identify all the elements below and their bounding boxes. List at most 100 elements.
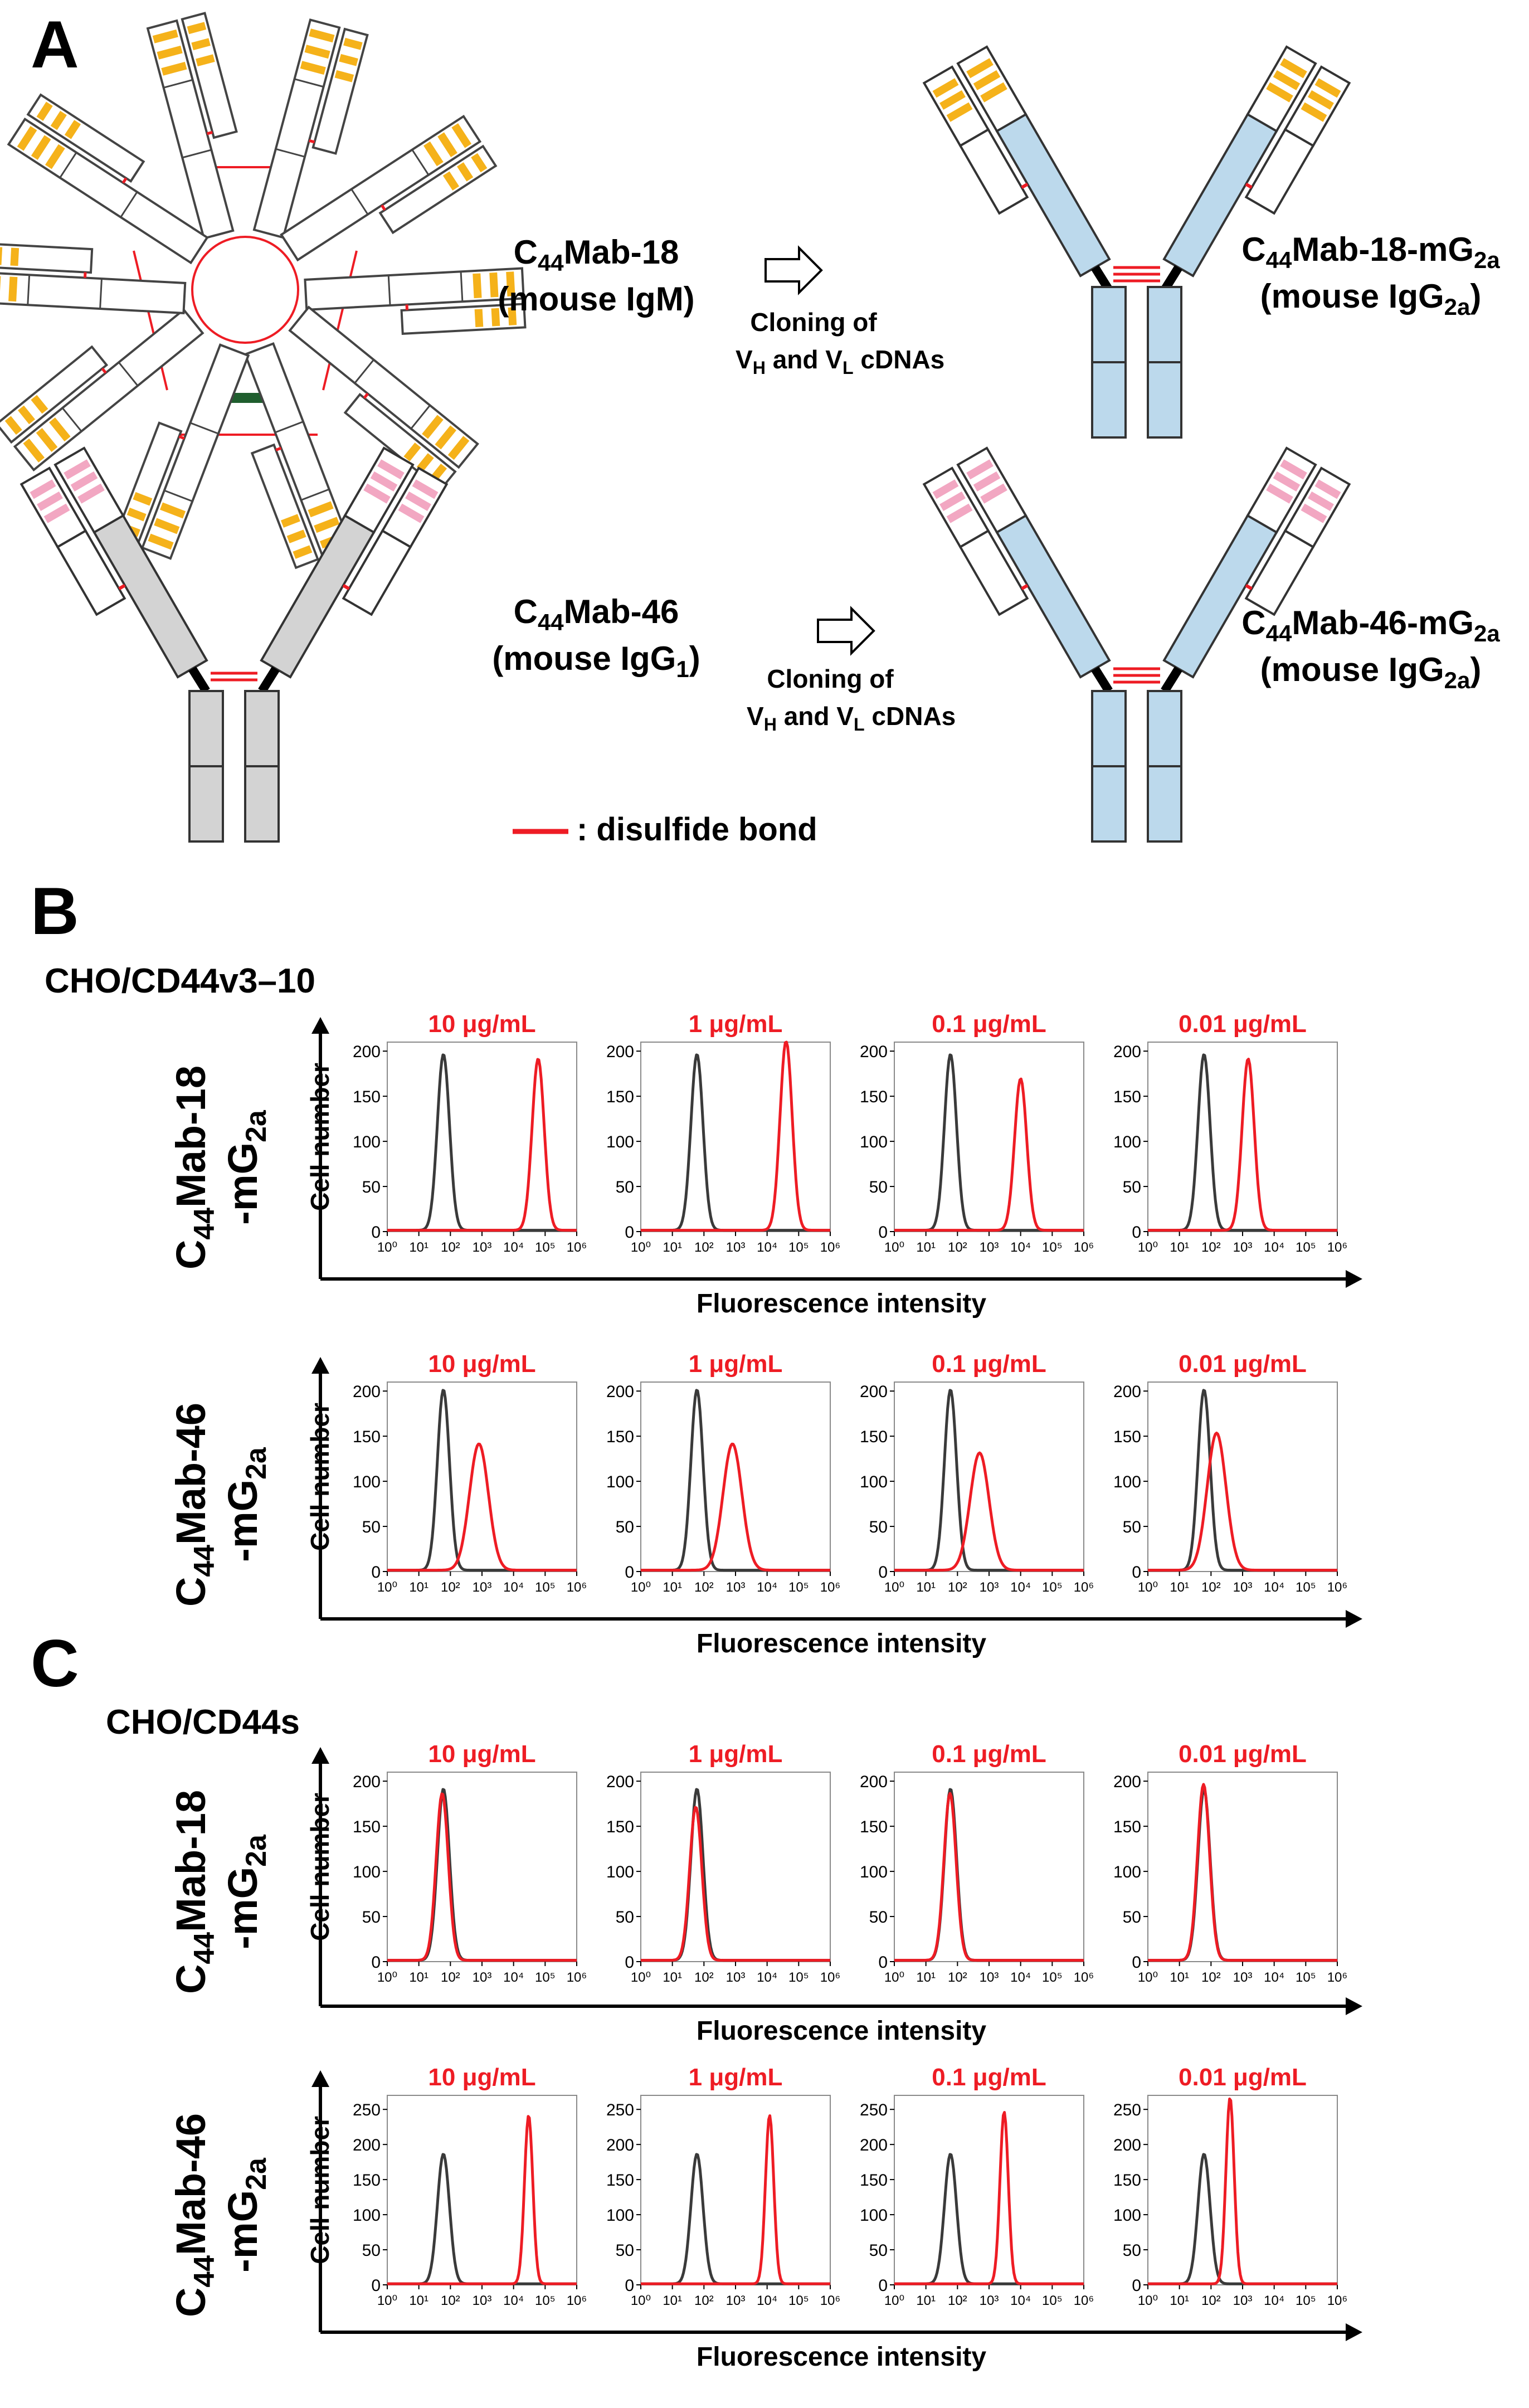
plot-frame	[387, 1772, 577, 1962]
plot-frame	[894, 1381, 1084, 1572]
x-tick-label: 10⁶	[820, 1240, 841, 1255]
y-tick-label: 200	[606, 1383, 634, 1401]
y-tick-label: 150	[860, 2171, 888, 2190]
antibody-histogram-line	[387, 1058, 577, 1232]
x-tick-label: 10¹	[409, 1240, 428, 1255]
x-tick-label: 10²	[441, 1580, 460, 1595]
antibody-histogram-line	[894, 1451, 1084, 1572]
y-tick-label: 0	[371, 1953, 381, 1972]
x-tick-label: 10⁵	[788, 2293, 809, 2308]
y-tick-label: 0	[1132, 1563, 1141, 1582]
antibody-histogram-line	[640, 1442, 831, 1572]
x-tick-label: 10⁶	[1327, 1240, 1348, 1255]
x-tick-label: 10¹	[1170, 1240, 1189, 1255]
antibody-histogram-line	[1147, 1783, 1338, 1962]
cell-line-title-b: CHO/CD44v3–10	[45, 962, 315, 1000]
y-axis-label: Cell number	[305, 1063, 334, 1211]
y-tick-label: 50	[616, 1518, 634, 1536]
x-axis-label: Fluorescence intensity	[697, 2342, 986, 2372]
antibody-histogram-line	[387, 2115, 577, 2285]
x-tick-label: 10¹	[409, 1970, 428, 1985]
plot-frame	[387, 1042, 577, 1232]
plot-frame	[640, 1381, 831, 1572]
y-tick-label: 150	[1113, 2171, 1141, 2190]
y-tick-label: 100	[1113, 1863, 1141, 1881]
x-tick-label: 10²	[441, 2293, 460, 2308]
concentration-label: 1 μg/mL	[689, 1350, 783, 1378]
label-c44mab46-mg2a: C44Mab-46-mG2a (mouse IgG2a)	[1241, 604, 1500, 693]
x-tick-label: 10⁶	[1327, 1970, 1348, 1985]
y-tick-label: 0	[371, 2276, 381, 2295]
y-tick-label: 200	[606, 1043, 634, 1061]
x-tick-label: 10⁶	[567, 1240, 587, 1255]
y-tick-label: 200	[353, 1773, 381, 1791]
y-tick-label: 100	[1113, 1473, 1141, 1491]
x-tick-label: 10²	[1201, 1970, 1221, 1985]
x-tick-label: 10³	[473, 1240, 492, 1255]
x-tick-label: 10³	[726, 1580, 746, 1595]
open-right-arrow-icon	[817, 606, 875, 656]
y-tick-label: 50	[1123, 1178, 1141, 1196]
y-tick-label: 150	[1113, 1088, 1141, 1106]
concentration-label: 0.1 μg/mL	[932, 1740, 1046, 1768]
igg2a-antibody-icon	[922, 45, 1351, 439]
x-tick-label: 10²	[694, 1970, 714, 1985]
y-tick-label: 150	[353, 1428, 381, 1446]
x-tick-label: 10⁴	[1264, 1580, 1284, 1595]
x-tick-label: 10¹	[663, 1970, 682, 1985]
x-tick-label: 10⁶	[567, 2293, 587, 2308]
x-tick-label: 10⁴	[1264, 1240, 1284, 1255]
x-tick-label: 10⁵	[535, 1240, 556, 1255]
histogram-panel: 0.01 μg/mL 0 50 100 150 200 10⁰ 10¹ 10² 10³ 10⁴ 10⁵…	[1113, 1010, 1347, 1255]
x-tick-label: 10³	[726, 1970, 746, 1985]
x-tick-label: 10⁵	[1296, 1580, 1316, 1595]
x-tick-label: 10⁴	[503, 2293, 524, 2308]
plot-frame	[894, 2095, 1084, 2285]
y-tick-label: 200	[353, 1383, 381, 1401]
y-tick-label: 100	[860, 2206, 888, 2225]
concentration-label: 10 μg/mL	[428, 1010, 535, 1038]
y-tick-label: 50	[869, 1908, 888, 1927]
x-tick-label: 10⁴	[1010, 1580, 1031, 1595]
y-tick-label: 100	[606, 1473, 634, 1491]
histogram-panel: 10 μg/mL 0 50 100 150 200 10⁰ 10¹ 10² 10³ 10⁴ 10⁵ 10…	[353, 1740, 587, 1985]
x-tick-label: 10²	[441, 1970, 460, 1985]
x-tick-label: 10⁰	[631, 2293, 651, 2308]
x-tick-label: 10⁰	[884, 2293, 904, 2308]
y-tick-label: 0	[1132, 1223, 1141, 1242]
x-tick-label: 10⁰	[631, 1970, 651, 1985]
y-tick-label: 150	[606, 2171, 634, 2190]
y-tick-label: 0	[1132, 2276, 1141, 2295]
y-tick-label: 100	[1113, 1133, 1141, 1151]
x-tick-label: 10⁰	[377, 1240, 397, 1255]
y-tick-label: 200	[1113, 1383, 1141, 1401]
y-axis-arrow-icon	[311, 1747, 329, 1764]
concentration-label: 0.01 μg/mL	[1179, 1010, 1307, 1038]
x-tick-label: 10¹	[916, 2293, 936, 2308]
plot-frame	[640, 1042, 831, 1232]
y-tick-label: 50	[362, 1518, 381, 1536]
plot-frame	[1147, 2095, 1338, 2285]
antibody-histogram-line	[387, 1792, 577, 1962]
x-tick-label: 10⁶	[567, 1970, 587, 1985]
x-tick-label: 10⁰	[377, 2293, 397, 2308]
concentration-label: 0.1 μg/mL	[932, 1350, 1046, 1378]
antibody-histogram-line	[1147, 2097, 1338, 2285]
y-tick-label: 50	[869, 1518, 888, 1536]
y-tick-label: 250	[606, 2101, 634, 2119]
x-axis-label: Fluorescence intensity	[697, 1629, 986, 1658]
panel-a-diagram	[0, 0, 1351, 843]
histogram-panel: 0.1 μg/mL 0 50 100 150 200 10⁰ 10¹ 10² 10³ 10⁴ 10⁵ 1…	[860, 1010, 1094, 1255]
y-tick-label: 100	[353, 2206, 381, 2225]
concentration-label: 1 μg/mL	[689, 2064, 783, 2091]
y-tick-label: 0	[371, 1223, 381, 1242]
x-tick-label: 10⁴	[757, 1240, 777, 1255]
x-tick-label: 10⁶	[1327, 1580, 1348, 1595]
y-tick-label: 200	[1113, 2136, 1141, 2154]
x-tick-label: 10²	[948, 1580, 967, 1595]
y-tick-label: 200	[860, 1383, 888, 1401]
y-tick-label: 150	[1113, 1428, 1141, 1446]
x-tick-label: 10⁴	[1010, 1240, 1031, 1255]
y-tick-label: 100	[353, 1133, 381, 1151]
